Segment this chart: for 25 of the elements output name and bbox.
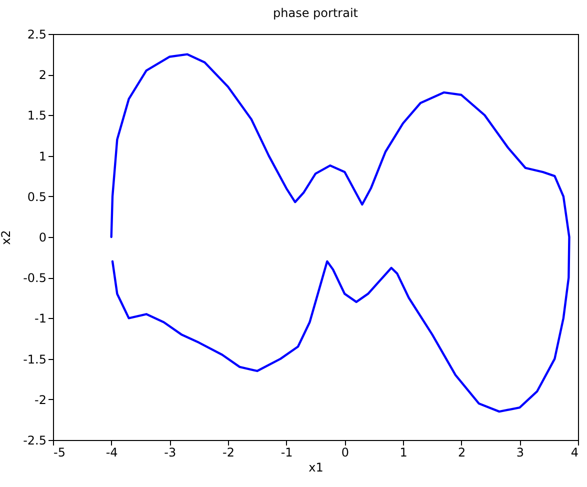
y-tick-label: -1 [34, 312, 46, 326]
y-tick-label: 1 [38, 149, 46, 164]
y-tick-label: -2.5 [23, 434, 46, 448]
x-tick-label: 3 [516, 446, 524, 460]
y-axis-title: x2 [0, 230, 14, 245]
x-tick-label: -1 [280, 446, 293, 460]
y-tick-label: 2 [38, 68, 46, 82]
chart-title: phase portrait [273, 6, 358, 20]
x-tick-label: -2 [222, 446, 234, 460]
y-tick-label: 0 [38, 230, 46, 244]
x-tick-label: -5 [54, 446, 66, 460]
x-tick-label: 1 [400, 446, 408, 460]
y-tick-label: -1.5 [23, 352, 46, 366]
y-tick-label: -0.5 [23, 271, 46, 286]
x-tick-label: -3 [164, 446, 176, 460]
y-tick-label: 2.5 [27, 28, 46, 42]
y-tick-label: 0.5 [27, 190, 46, 204]
x-tick-label: -4 [106, 446, 118, 460]
y-tick-label: 1.5 [27, 108, 46, 123]
x-tick-label: 4 [570, 446, 578, 460]
x-axis-title: x1 [308, 460, 324, 474]
x-tick-label: 2 [458, 446, 466, 460]
x-tick-label: 0 [341, 446, 349, 460]
line-series [110, 53, 570, 413]
y-tick-label: -2 [34, 392, 46, 407]
